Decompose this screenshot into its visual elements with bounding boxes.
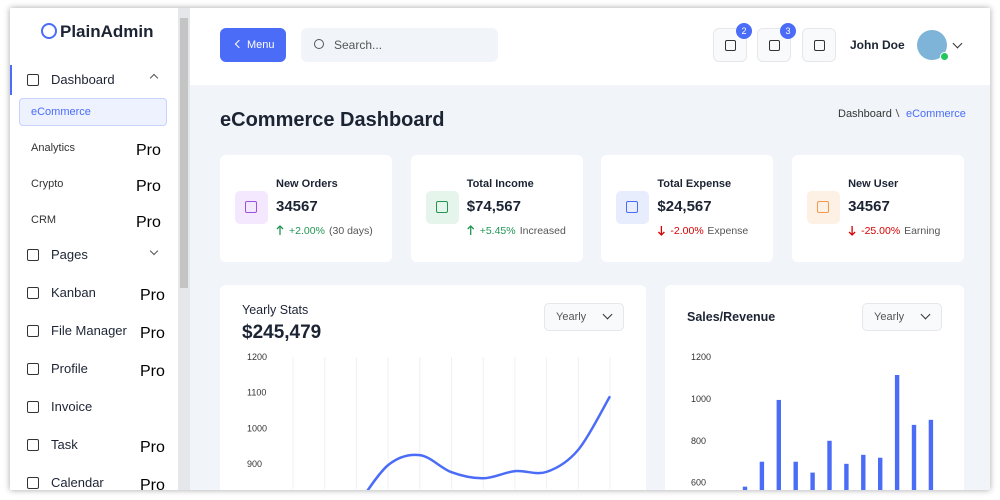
stat-icon [616,191,650,224]
active-item-bg [19,98,167,126]
menu-item[interactable]: Kanban [51,285,96,300]
badge: Pro [140,477,165,490]
menu-icon [27,325,39,337]
stat-title: New User [848,178,899,190]
stat-icon-glyph [435,201,448,213]
stat-title: New Orders [276,178,338,190]
submenu-item[interactable]: CRM [31,214,57,226]
submenu-item[interactable]: eCommerce [31,106,91,118]
app: PlainAdmin Dashboard eCommerce Analytics Pro… [10,8,990,490]
scrollbar [178,8,190,490]
stat-title: Total Expense [657,178,732,190]
submenu-item[interactable]: Crypto [31,178,64,190]
search-icon [314,39,324,49]
stat-change: +5.45% [479,225,516,237]
stat-icon [807,191,841,224]
stat-change: +2.00% [289,225,325,237]
dropdown[interactable] [862,303,942,331]
dropdown-label: Yearly [874,311,905,323]
active-indicator [10,65,12,95]
breadcrumb[interactable]: Dashboard [838,108,892,120]
logo: PlainAdmin [60,22,154,41]
badge: Pro [136,214,161,231]
menu-icon [27,74,39,86]
search-box[interactable] [301,28,498,62]
online-dot [940,52,949,61]
chart-total: $245,479 [242,322,322,343]
page-title: eCommerce Dashboard [220,109,445,131]
stat-note: Earning [904,225,941,237]
icon [769,40,780,51]
menu-icon [27,363,39,375]
menu-button[interactable] [220,28,286,62]
menu-button-label: Menu [247,39,275,51]
icon-button[interactable] [757,28,791,62]
count-badge: 2 [736,23,752,39]
dropdown[interactable] [544,303,624,331]
menu-item[interactable]: Profile [51,361,88,376]
badge: Pro [136,178,161,195]
badge: Pro [136,142,161,159]
menu-icon [27,249,39,261]
stat-value: 34567 [276,198,318,215]
stat-change: -2.00% [670,225,704,237]
count-badge: 3 [780,23,796,39]
menu-item[interactable]: Invoice [51,399,93,414]
stat-title: Total Income [466,178,534,190]
dropdown-label: Yearly [556,311,587,323]
chart-title: Yearly Stats [242,303,309,317]
stat-note: Expense [707,225,749,237]
stat-value: $24,567 [657,198,712,215]
badge: Pro [140,439,165,456]
badge: Pro [140,287,165,304]
stat-value: 34567 [848,198,890,215]
stat-icon [235,191,268,224]
user-name[interactable]: John Doe [850,38,905,52]
stat-icon [425,191,459,224]
icon [814,40,825,51]
chart-title: Sales/Revenue [687,310,776,324]
menu-icon [27,439,39,451]
stat-icon-glyph [817,201,830,213]
stat-icon-glyph [626,201,639,213]
menu-item[interactable]: File Manager [51,323,127,338]
stat-note: (30 days) [329,225,373,237]
search-placeholder: Search... [334,38,383,52]
icon [725,40,736,51]
menu-icon [27,477,39,489]
menu-item[interactable]: Dashboard [51,72,115,87]
stat-value: $74,567 [466,198,521,215]
breadcrumb: eCommerce [906,108,966,120]
scroll-thumb [180,18,188,288]
menu-icon [27,287,39,299]
badge: Pro [140,363,165,380]
menu-item[interactable]: Calendar [51,475,104,490]
badge: Pro [140,325,165,342]
submenu-item[interactable]: Analytics [31,142,76,154]
menu-item[interactable]: Pages [51,247,88,262]
icon-button[interactable] [802,28,836,62]
stat-change: -25.00% [861,225,901,237]
stat-icon-glyph [245,201,257,213]
stat-note: Increased [519,225,566,237]
menu-icon [27,401,39,413]
menu-item[interactable]: Task [51,437,78,452]
